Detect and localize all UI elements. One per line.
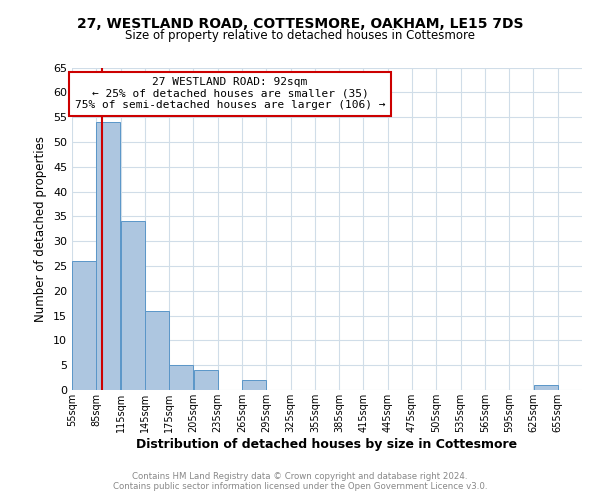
Bar [242,380,266,390]
Y-axis label: Number of detached properties: Number of detached properties [34,136,47,322]
Bar [97,122,121,390]
Text: Size of property relative to detached houses in Cottesmore: Size of property relative to detached ho… [125,29,475,42]
Bar [194,370,218,390]
Bar [145,310,169,390]
Text: Contains public sector information licensed under the Open Government Licence v3: Contains public sector information licen… [113,482,487,491]
Text: 27 WESTLAND ROAD: 92sqm
← 25% of detached houses are smaller (35)
75% of semi-de: 27 WESTLAND ROAD: 92sqm ← 25% of detache… [75,77,385,110]
Bar [533,385,557,390]
Bar [121,222,145,390]
Text: Contains HM Land Registry data © Crown copyright and database right 2024.: Contains HM Land Registry data © Crown c… [132,472,468,481]
Bar [72,261,96,390]
Bar [169,365,193,390]
X-axis label: Distribution of detached houses by size in Cottesmore: Distribution of detached houses by size … [136,438,518,450]
Text: 27, WESTLAND ROAD, COTTESMORE, OAKHAM, LE15 7DS: 27, WESTLAND ROAD, COTTESMORE, OAKHAM, L… [77,18,523,32]
